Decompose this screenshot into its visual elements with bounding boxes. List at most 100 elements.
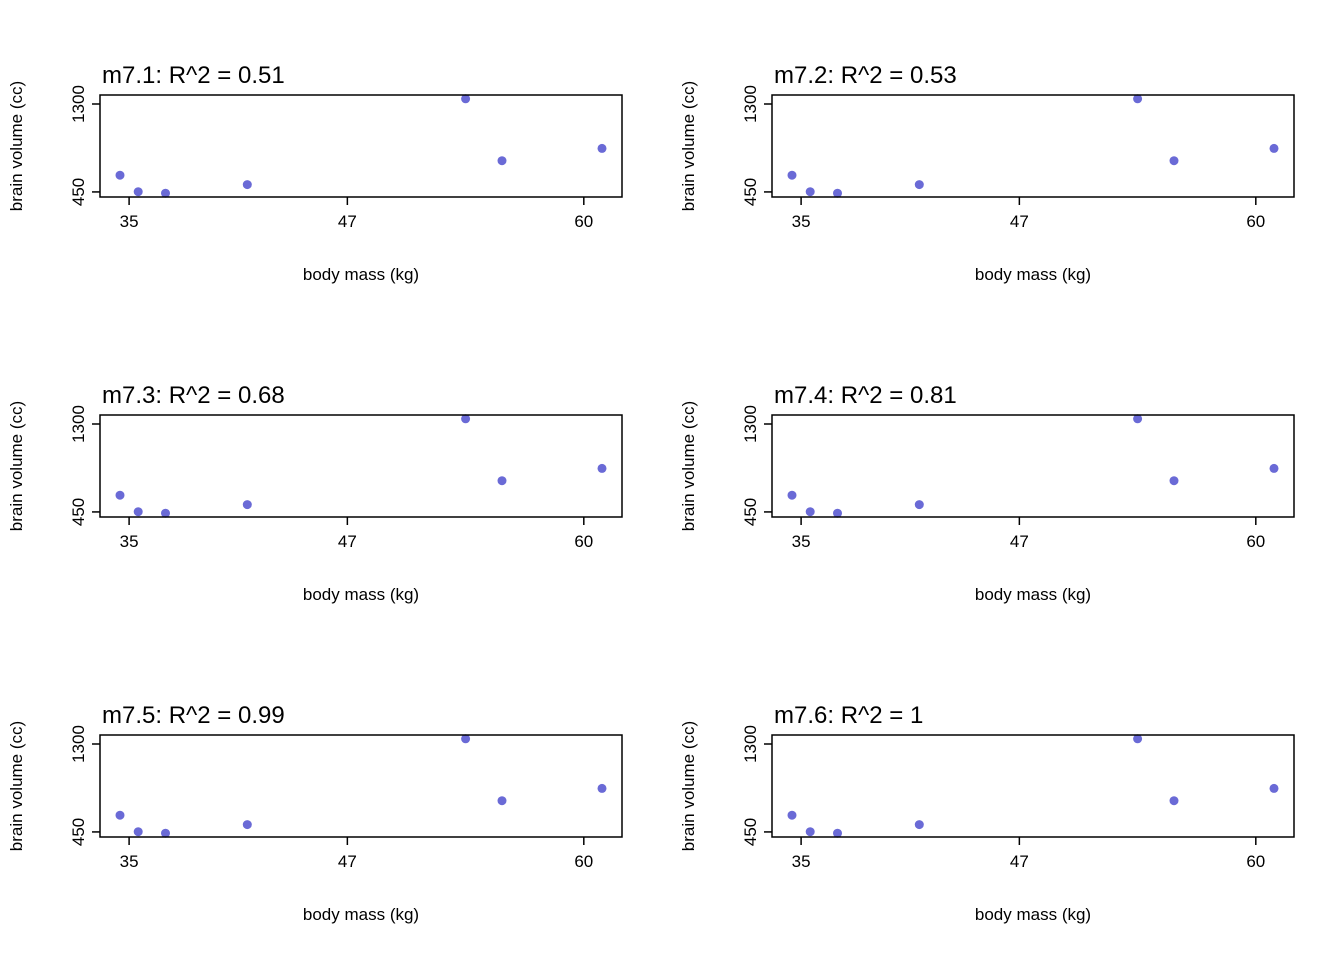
data-point [461, 734, 471, 744]
x-tick-label: 35 [120, 532, 139, 551]
data-point [161, 508, 170, 518]
chart-panel-m7-3: 35 47 60 450 1300 m7.3: R^2 = 0.68 body mass (… [7, 382, 623, 604]
panel-title: m7.4: R^2 = 0.81 [774, 382, 957, 409]
y-tick-label: 450 [69, 498, 88, 526]
data-point [161, 188, 170, 198]
data-point [1169, 796, 1179, 806]
panel-title: m7.6: R^2 = 1 [774, 702, 923, 729]
y-tick-label: 450 [741, 498, 760, 526]
data-point [805, 827, 815, 837]
data-point [133, 187, 143, 197]
plot-box [99, 414, 623, 518]
chart-panel-m7-2: 35 47 60 450 1300 m7.2: R^2 = 0.53 body mass (… [679, 62, 1295, 284]
data-point [1133, 94, 1143, 104]
data-point [497, 156, 507, 166]
data-point [133, 507, 143, 517]
y-tick-label: 1300 [741, 405, 760, 443]
panel-title: m7.5: R^2 = 0.99 [102, 702, 285, 729]
y-tick-label: 450 [69, 178, 88, 206]
data-point [597, 463, 607, 473]
data-point [597, 783, 607, 793]
data-point [1169, 476, 1179, 486]
x-tick-label: 60 [1246, 852, 1265, 871]
x-tick-label: 47 [1010, 852, 1029, 871]
y-axis-label: brain volume (cc) [7, 721, 26, 851]
x-tick-label: 60 [574, 212, 593, 231]
y-axis-label: brain volume (cc) [679, 401, 698, 531]
x-tick-label: 35 [120, 212, 139, 231]
data-point [133, 827, 143, 837]
data-point [1269, 783, 1279, 793]
y-tick-label: 1300 [741, 725, 760, 763]
data-point [597, 143, 607, 153]
x-tick-label: 60 [1246, 212, 1265, 231]
data-point [787, 810, 797, 820]
data-point [805, 187, 815, 197]
chart-panel-m7-6: 35 47 60 450 1300 m7.6: R^2 = 1 body mass (kg)… [679, 702, 1295, 924]
data-point [805, 507, 815, 517]
data-point [1169, 156, 1179, 166]
data-point [1269, 143, 1279, 153]
x-tick-label: 35 [120, 852, 139, 871]
x-tick-label: 60 [574, 852, 593, 871]
data-point [242, 180, 252, 190]
x-tick-label: 35 [792, 532, 811, 551]
y-tick-label: 450 [69, 818, 88, 846]
x-axis-label: body mass (kg) [975, 905, 1091, 924]
data-point [242, 820, 252, 830]
y-tick-label: 1300 [69, 405, 88, 443]
data-point [161, 828, 170, 838]
plot-box [771, 414, 1295, 518]
plot-box [771, 734, 1295, 838]
panel-m7-3: 35 47 60 450 1300 m7.3: R^2 = 0.68 body mass (… [0, 320, 672, 640]
data-point [1133, 734, 1143, 744]
panel-m7-4: 35 47 60 450 1300 m7.4: R^2 = 0.81 body mass (… [672, 320, 1344, 640]
chart-panel-m7-5: 35 47 60 450 1300 m7.5: R^2 = 0.99 body mass (… [7, 702, 623, 924]
y-axis-label: brain volume (cc) [7, 401, 26, 531]
panel-title: m7.1: R^2 = 0.51 [102, 62, 285, 89]
data-point [497, 796, 507, 806]
data-point [115, 810, 125, 820]
chart-panel-m7-1: 35 47 60 450 1300 m7.1: R^2 = 0.51 body mass (… [7, 62, 623, 284]
x-tick-label: 47 [1010, 532, 1029, 551]
data-point [914, 500, 924, 510]
data-point [914, 180, 924, 190]
data-point [242, 500, 252, 510]
data-point [461, 94, 471, 104]
x-axis-label: body mass (kg) [303, 905, 419, 924]
x-tick-label: 60 [574, 532, 593, 551]
plot-box [99, 734, 623, 838]
data-point [833, 508, 842, 518]
y-tick-label: 1300 [69, 85, 88, 123]
x-axis-label: body mass (kg) [303, 265, 419, 284]
y-tick-label: 450 [741, 178, 760, 206]
x-tick-label: 47 [338, 212, 357, 231]
data-point [497, 476, 507, 486]
panel-m7-6: 35 47 60 450 1300 m7.6: R^2 = 1 body mass (kg)… [672, 640, 1344, 960]
data-point [833, 188, 842, 198]
data-point [914, 820, 924, 830]
y-tick-label: 1300 [741, 85, 760, 123]
x-tick-label: 47 [1010, 212, 1029, 231]
y-tick-label: 1300 [69, 725, 88, 763]
panel-title: m7.3: R^2 = 0.68 [102, 382, 285, 409]
plot-box [99, 94, 623, 198]
data-point [833, 828, 842, 838]
x-tick-label: 47 [338, 532, 357, 551]
x-axis-label: body mass (kg) [975, 585, 1091, 604]
y-axis-label: brain volume (cc) [679, 721, 698, 851]
x-tick-label: 47 [338, 852, 357, 871]
data-point [1269, 463, 1279, 473]
data-point [461, 414, 471, 424]
plot-box [771, 94, 1295, 198]
data-point [115, 170, 125, 180]
x-tick-label: 60 [1246, 532, 1265, 551]
x-axis-label: body mass (kg) [303, 585, 419, 604]
x-axis-label: body mass (kg) [975, 265, 1091, 284]
data-point [787, 170, 797, 180]
panel-m7-1: 35 47 60 450 1300 m7.1: R^2 = 0.51 body mass (… [0, 0, 672, 320]
chart-panel-m7-4: 35 47 60 450 1300 m7.4: R^2 = 0.81 body mass (… [679, 382, 1295, 604]
panel-title: m7.2: R^2 = 0.53 [774, 62, 957, 89]
x-tick-label: 35 [792, 852, 811, 871]
